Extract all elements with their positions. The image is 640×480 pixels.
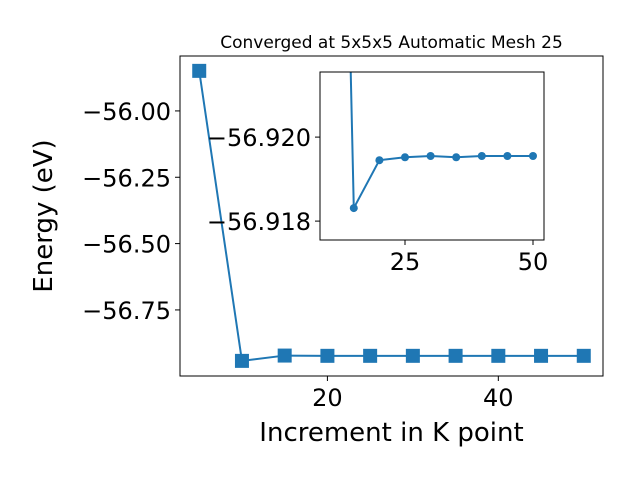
data-point — [363, 348, 378, 363]
data-point — [192, 63, 207, 78]
y-axis-label: Energy (eV) — [29, 139, 59, 292]
data-point — [534, 348, 549, 363]
y-tick-label: −56.25 — [82, 164, 171, 192]
plot-content — [349, 72, 537, 213]
data-point — [405, 348, 420, 363]
plot-content — [192, 63, 591, 368]
x-axis-label: Increment in K point — [259, 418, 523, 448]
data-point — [576, 348, 591, 363]
y-tick-label: −56.50 — [82, 231, 171, 259]
data-point — [448, 348, 463, 363]
data-point — [503, 152, 512, 160]
data-point — [452, 153, 461, 162]
x-tick-label: 25 — [390, 248, 421, 276]
y-tick-label: −56.920 — [207, 124, 311, 152]
chart-title: Converged at 5x5x5 Automatic Mesh 25 — [220, 33, 563, 53]
data-line — [198, 70, 584, 362]
data-point — [277, 348, 292, 363]
data-point — [349, 204, 358, 213]
axes-frame — [319, 71, 545, 241]
data-point — [320, 348, 335, 363]
x-tick-label: 50 — [518, 248, 549, 276]
data-point — [426, 152, 435, 160]
data-point — [477, 152, 486, 160]
y-tick-label: −56.75 — [82, 297, 171, 325]
x-tick-label: 20 — [312, 384, 343, 412]
data-point — [528, 152, 537, 160]
data-point — [375, 156, 384, 165]
data-point — [400, 153, 409, 162]
x-tick-label: 40 — [483, 384, 514, 412]
data-point — [491, 348, 506, 363]
data-point — [234, 353, 249, 368]
axes-frame — [179, 55, 604, 377]
y-tick-label: −56.00 — [82, 98, 171, 126]
y-tick-label: −56.918 — [207, 208, 311, 236]
